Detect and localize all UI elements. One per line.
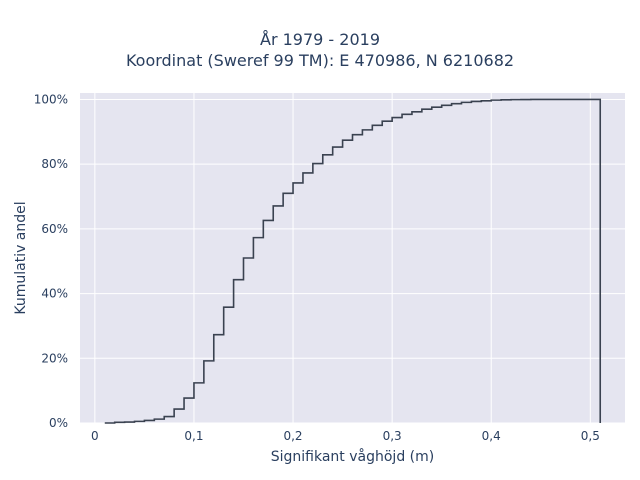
plot-background xyxy=(80,93,625,423)
y-tick-label: 80% xyxy=(41,157,68,171)
y-tick-label: 40% xyxy=(41,287,68,301)
grid xyxy=(80,93,625,424)
x-tick-label: 0,2 xyxy=(283,429,302,443)
chart-title-line-1: År 1979 - 2019 xyxy=(260,30,380,49)
y-tick-label: 60% xyxy=(41,222,68,236)
x-axis-title: Signifikant våghöjd (m) xyxy=(271,448,434,465)
y-axis-title: Kumulativ andel xyxy=(13,201,29,314)
series-layer xyxy=(104,98,602,424)
tick-labels: 0 0,1 0,2 0,3 0,4 0,5 0% 20% 40% 60% 80% 100% xyxy=(34,92,600,443)
cdf-step-line xyxy=(104,98,602,424)
x-tick-label: 0,4 xyxy=(482,429,501,443)
y-tick-label: 20% xyxy=(41,351,68,365)
y-tick-label: 0% xyxy=(49,416,68,430)
x-tick-label: 0 xyxy=(91,429,99,443)
chart-title-line-2: Koordinat (Sweref 99 TM): E 470986, N 62… xyxy=(125,51,515,70)
y-tick-label: 100% xyxy=(34,92,68,106)
x-tick-label: 0,3 xyxy=(383,429,402,443)
x-tick-label: 0,1 xyxy=(184,429,203,443)
x-tick-label: 0,5 xyxy=(581,429,600,443)
